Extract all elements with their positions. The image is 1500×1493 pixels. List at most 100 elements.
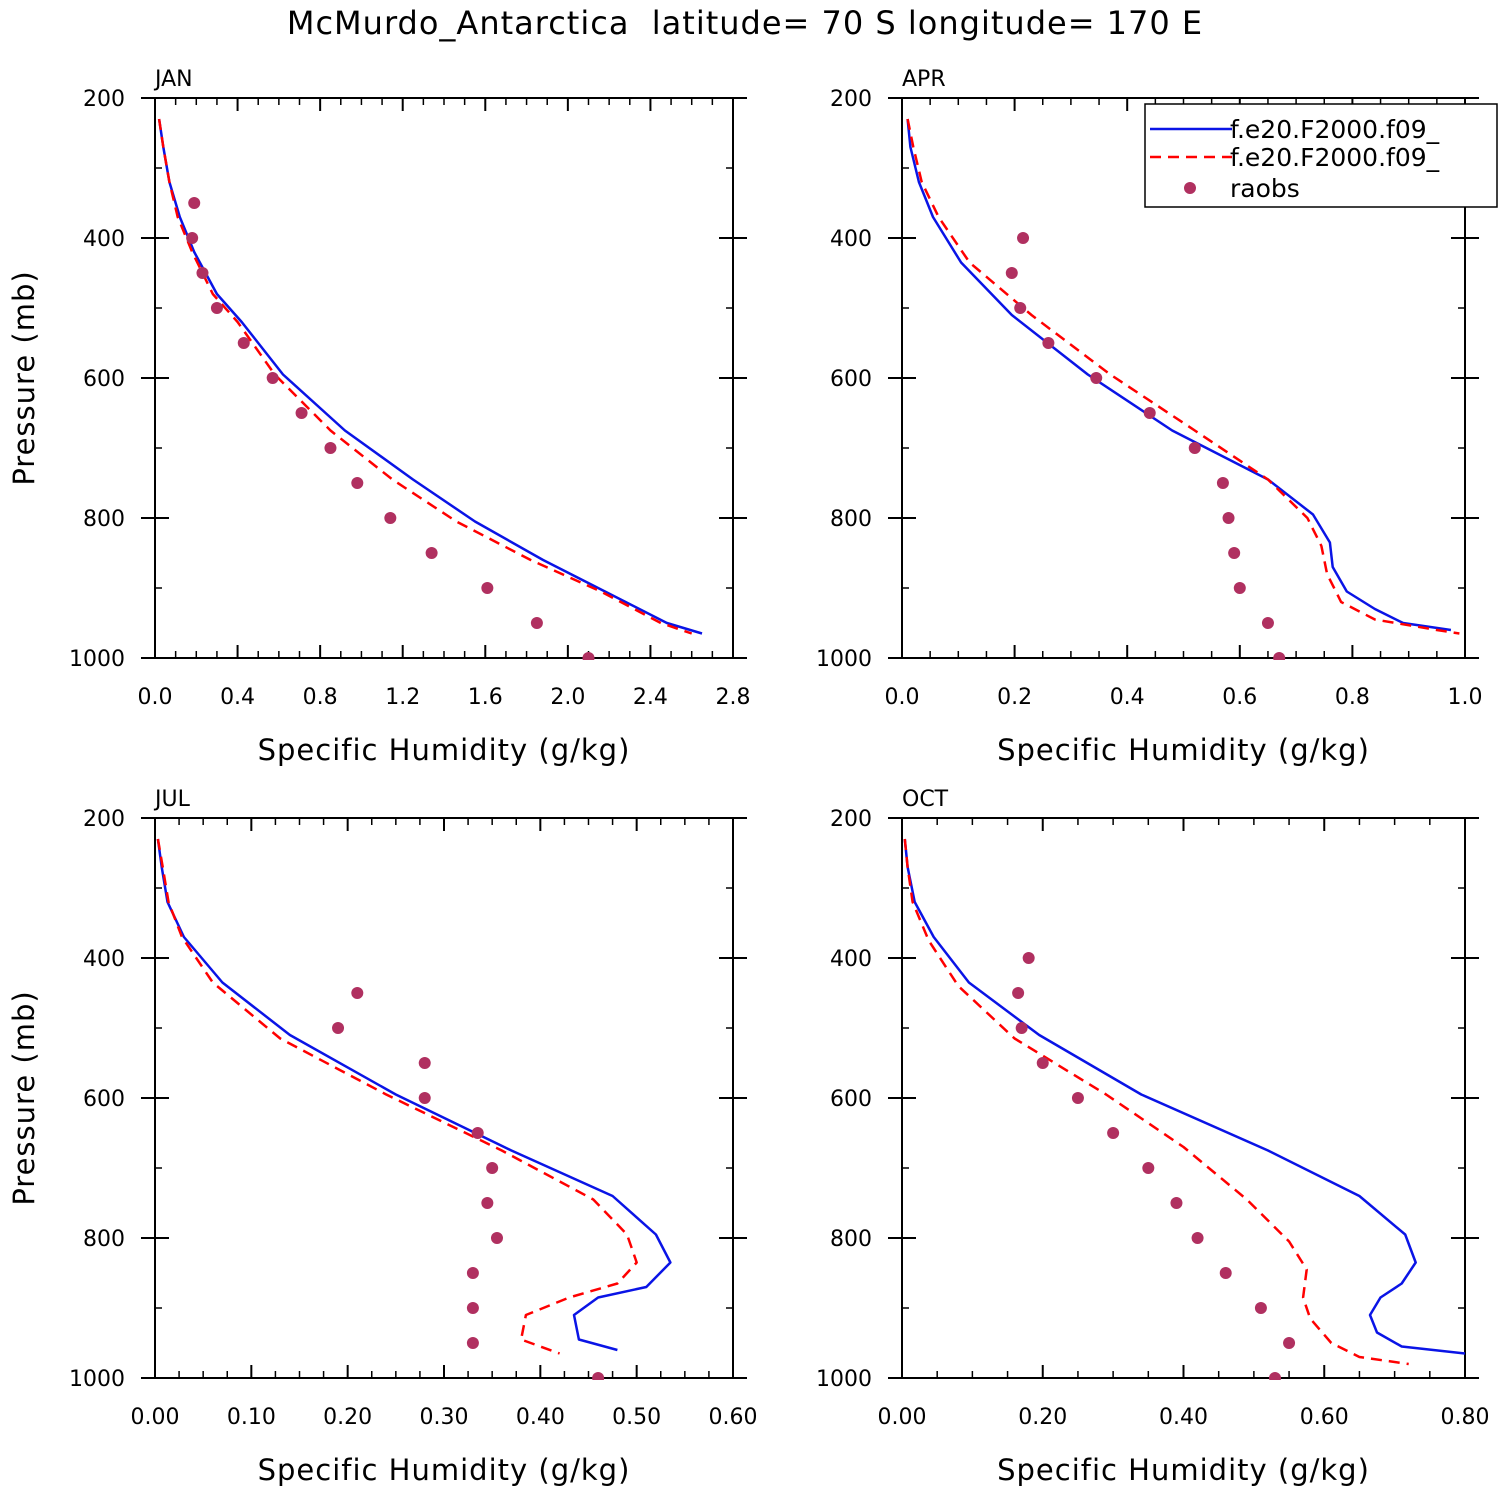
raobs-point <box>1283 1337 1296 1349</box>
y-axis-label: Pressure (mb) <box>7 990 41 1205</box>
x-tick-label: 0.80 <box>1441 1405 1490 1430</box>
legend-label: f.e20.F2000.f09_ <box>1230 143 1440 172</box>
model-line-dashed <box>906 118 1460 635</box>
raobs-point <box>384 512 397 524</box>
legend-box <box>1144 103 1498 208</box>
x-tick-label: 0.50 <box>612 1405 661 1430</box>
raobs-point <box>188 197 201 209</box>
x-axis-label: Specific Humidity (g/kg) <box>258 733 631 767</box>
y-axis-label: Pressure (mb) <box>7 270 41 485</box>
y-tick-label: 1000 <box>816 647 872 672</box>
raobs-point <box>486 1162 499 1174</box>
plot-data <box>903 838 1465 1380</box>
raobs-point <box>351 477 364 489</box>
raobs-point <box>1216 477 1229 489</box>
raobs-point <box>1191 1232 1204 1244</box>
x-tick-label: 2.0 <box>550 685 585 710</box>
x-tick-label: 1.6 <box>468 685 503 710</box>
legend-marker-raobs <box>1184 182 1196 194</box>
plot-data <box>906 118 1460 660</box>
x-tick-label: 0.40 <box>516 1405 565 1430</box>
x-tick-label: 2.8 <box>716 685 751 710</box>
x-tick-label: 0.40 <box>1159 1405 1208 1430</box>
raobs-point <box>1273 652 1286 660</box>
y-tick-label: 800 <box>830 507 872 532</box>
panel-oct: OCT 0.00 0.20 0.40 0.60 0.80 200 400 600 800 1000 S… <box>816 787 1489 1487</box>
raobs-point <box>324 442 337 454</box>
y-tick-label: 800 <box>83 1227 125 1252</box>
plot-data <box>157 118 703 660</box>
raobs-point <box>1261 617 1274 629</box>
y-tick-label: 200 <box>83 87 125 112</box>
raobs-point <box>466 1267 479 1279</box>
model-line-solid <box>903 838 1465 1355</box>
x-axis-label: Specific Humidity (g/kg) <box>258 1453 631 1487</box>
y-tick-label: 600 <box>83 367 125 392</box>
model-line-dashed <box>156 838 638 1355</box>
raobs-point <box>1228 547 1241 559</box>
legend-label: f.e20.F2000.f09_ <box>1230 115 1440 144</box>
y-tick-label: 1000 <box>69 647 125 672</box>
x-tick-label: 1.0 <box>1448 685 1483 710</box>
panel-jan: JAN 0.0 0.4 0.8 1.2 1.6 2.0 2.4 2.8 200 400 600 800 1… <box>7 67 751 767</box>
panel-title: APR <box>902 67 946 92</box>
raobs-point <box>1012 987 1025 999</box>
raobs-point <box>332 1022 345 1034</box>
x-tick-label: 2.4 <box>633 685 668 710</box>
x-tick-label: 0.30 <box>420 1405 469 1430</box>
raobs-point <box>592 1372 605 1380</box>
panel-apr: APR 0.0 0.2 0.4 0.6 0.8 1.0 200 400 600 800 1000 Spe… <box>816 67 1498 767</box>
raobs-point <box>481 1197 494 1209</box>
raobs-point <box>1222 512 1235 524</box>
x-tick-label: 0.8 <box>1335 685 1370 710</box>
legend-label: raobs <box>1230 174 1300 203</box>
x-tick-label: 0.60 <box>709 1405 758 1430</box>
raobs-point <box>1142 1162 1155 1174</box>
x-tick-label: 0.00 <box>878 1405 927 1430</box>
y-tick-label: 200 <box>83 807 125 832</box>
raobs-point <box>1143 407 1156 419</box>
y-tick-label: 600 <box>830 1087 872 1112</box>
y-tick-label: 400 <box>83 227 125 252</box>
y-tick-label: 200 <box>830 807 872 832</box>
raobs-point <box>1107 1127 1120 1139</box>
model-line-dashed <box>157 118 693 635</box>
raobs-point <box>490 1232 503 1244</box>
panel-title: OCT <box>902 787 949 812</box>
raobs-point <box>425 547 438 559</box>
plot-data <box>156 838 672 1380</box>
raobs-point <box>418 1057 431 1069</box>
y-tick-label: 800 <box>83 507 125 532</box>
raobs-point <box>1188 442 1201 454</box>
plot-frame <box>154 817 734 1379</box>
raobs-point <box>1042 337 1055 349</box>
raobs-point <box>1233 582 1246 594</box>
model-line-dashed <box>903 838 1409 1366</box>
raobs-point <box>1254 1302 1267 1314</box>
x-tick-label: 0.6 <box>1222 685 1257 710</box>
y-tick-label: 800 <box>830 1227 872 1252</box>
y-tick-label: 400 <box>83 947 125 972</box>
raobs-point <box>1219 1267 1232 1279</box>
y-tick-label: 1000 <box>816 1367 872 1392</box>
raobs-point <box>1170 1197 1183 1209</box>
y-tick-label: 400 <box>830 947 872 972</box>
x-tick-label: 0.20 <box>323 1405 372 1430</box>
raobs-point <box>1268 1372 1281 1380</box>
panel-title: JAN <box>153 67 193 92</box>
raobs-point <box>530 617 543 629</box>
x-tick-label: 0.4 <box>1110 685 1145 710</box>
y-tick-label: 600 <box>830 367 872 392</box>
raobs-point <box>466 1302 479 1314</box>
x-tick-label: 0.0 <box>138 685 173 710</box>
raobs-point <box>1017 232 1030 244</box>
raobs-point <box>466 1337 479 1349</box>
x-axis-label: Specific Humidity (g/kg) <box>997 733 1370 767</box>
x-tick-label: 0.60 <box>1300 1405 1349 1430</box>
raobs-point <box>418 1092 431 1104</box>
model-line-solid <box>906 118 1452 632</box>
raobs-point <box>471 1127 484 1139</box>
raobs-point <box>295 407 308 419</box>
x-tick-label: 0.0 <box>885 685 920 710</box>
x-tick-label: 0.2 <box>997 685 1032 710</box>
